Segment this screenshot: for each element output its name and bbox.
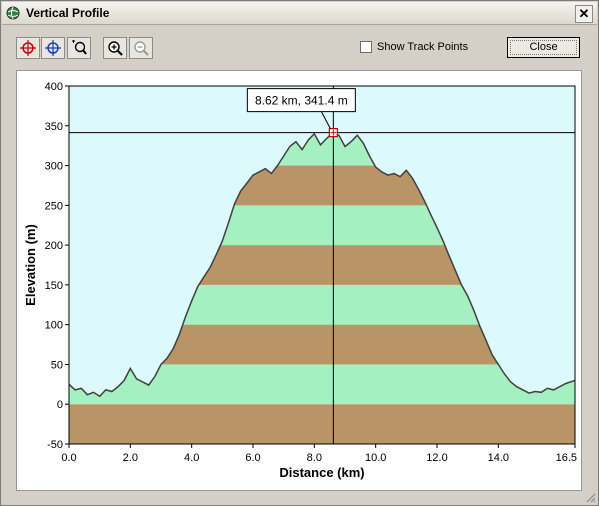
close-button-label: Close [529, 41, 558, 53]
crosshair-blue-icon [45, 40, 61, 56]
cursor-marker-cross [330, 129, 337, 136]
crosshair-blue-button[interactable] [41, 37, 65, 59]
y-tick-label: 150 [45, 280, 63, 292]
x-tick-label: 2.0 [123, 452, 138, 464]
y-tick-label: 200 [45, 240, 63, 252]
readout-leader-line [320, 111, 331, 129]
x-tick-label: 16.5 [556, 452, 577, 464]
zoom-out-icon [134, 41, 149, 56]
resize-grip-icon[interactable] [584, 491, 596, 503]
cursor-readout-text: 8.62 km, 341.4 m [255, 94, 348, 108]
show-track-points-label: Show Track Points [377, 41, 469, 53]
y-axis-title: Elevation (m) [23, 224, 38, 306]
y-tick-label: -50 [47, 439, 63, 451]
x-axis-title: Distance (km) [279, 465, 364, 480]
y-tick-label: 0 [57, 399, 63, 411]
close-button[interactable]: Close [507, 37, 580, 58]
y-tick-label: 350 [45, 121, 63, 133]
x-tick-label: 0.0 [61, 452, 76, 464]
plot-border [68, 85, 576, 445]
elevation-profile-chart[interactable]: -50 0 50 100 150 200 250 300 350 400 0.0 2.0 4.0 6.0 8… [17, 71, 581, 490]
zoom-region-icon [72, 40, 87, 55]
x-tick-label: 10.0 [365, 452, 386, 464]
x-tick-label: 6.0 [245, 452, 260, 464]
cursor-readout-box [246, 88, 356, 113]
x-tick-label: 14.0 [488, 452, 509, 464]
app-globe-icon [6, 6, 20, 20]
zoom-region-button[interactable] [67, 37, 91, 59]
x-tick-label: 8.0 [307, 452, 322, 464]
y-tick-label: 400 [45, 81, 63, 93]
elevation-chart-panel[interactable]: -50 0 50 100 150 200 250 300 350 400 0.0 2.0 4.0 6.0 8… [16, 70, 582, 491]
checkbox-box[interactable] [360, 41, 372, 53]
y-tick-label: 100 [45, 320, 63, 332]
elevation-profile-line [68, 132, 576, 398]
window-close-icon[interactable]: ✕ [575, 5, 593, 23]
zoom-out-button[interactable] [129, 37, 153, 59]
crosshair-red-button[interactable] [16, 37, 40, 59]
zoom-in-icon [108, 41, 123, 56]
crosshair-red-icon [20, 40, 36, 56]
y-tick-label: 300 [45, 161, 63, 173]
title-bar[interactable]: Vertical Profile ✕ [2, 2, 597, 25]
window-title: Vertical Profile [26, 6, 110, 20]
elevation-band [69, 404, 575, 444]
y-tick-label: 250 [45, 200, 63, 212]
close-button-focus-ring [510, 40, 577, 55]
y-tick-label: 50 [51, 359, 63, 371]
x-tick-label: 4.0 [184, 452, 199, 464]
zoom-in-button[interactable] [103, 37, 127, 59]
x-tick-label: 12.0 [426, 452, 447, 464]
